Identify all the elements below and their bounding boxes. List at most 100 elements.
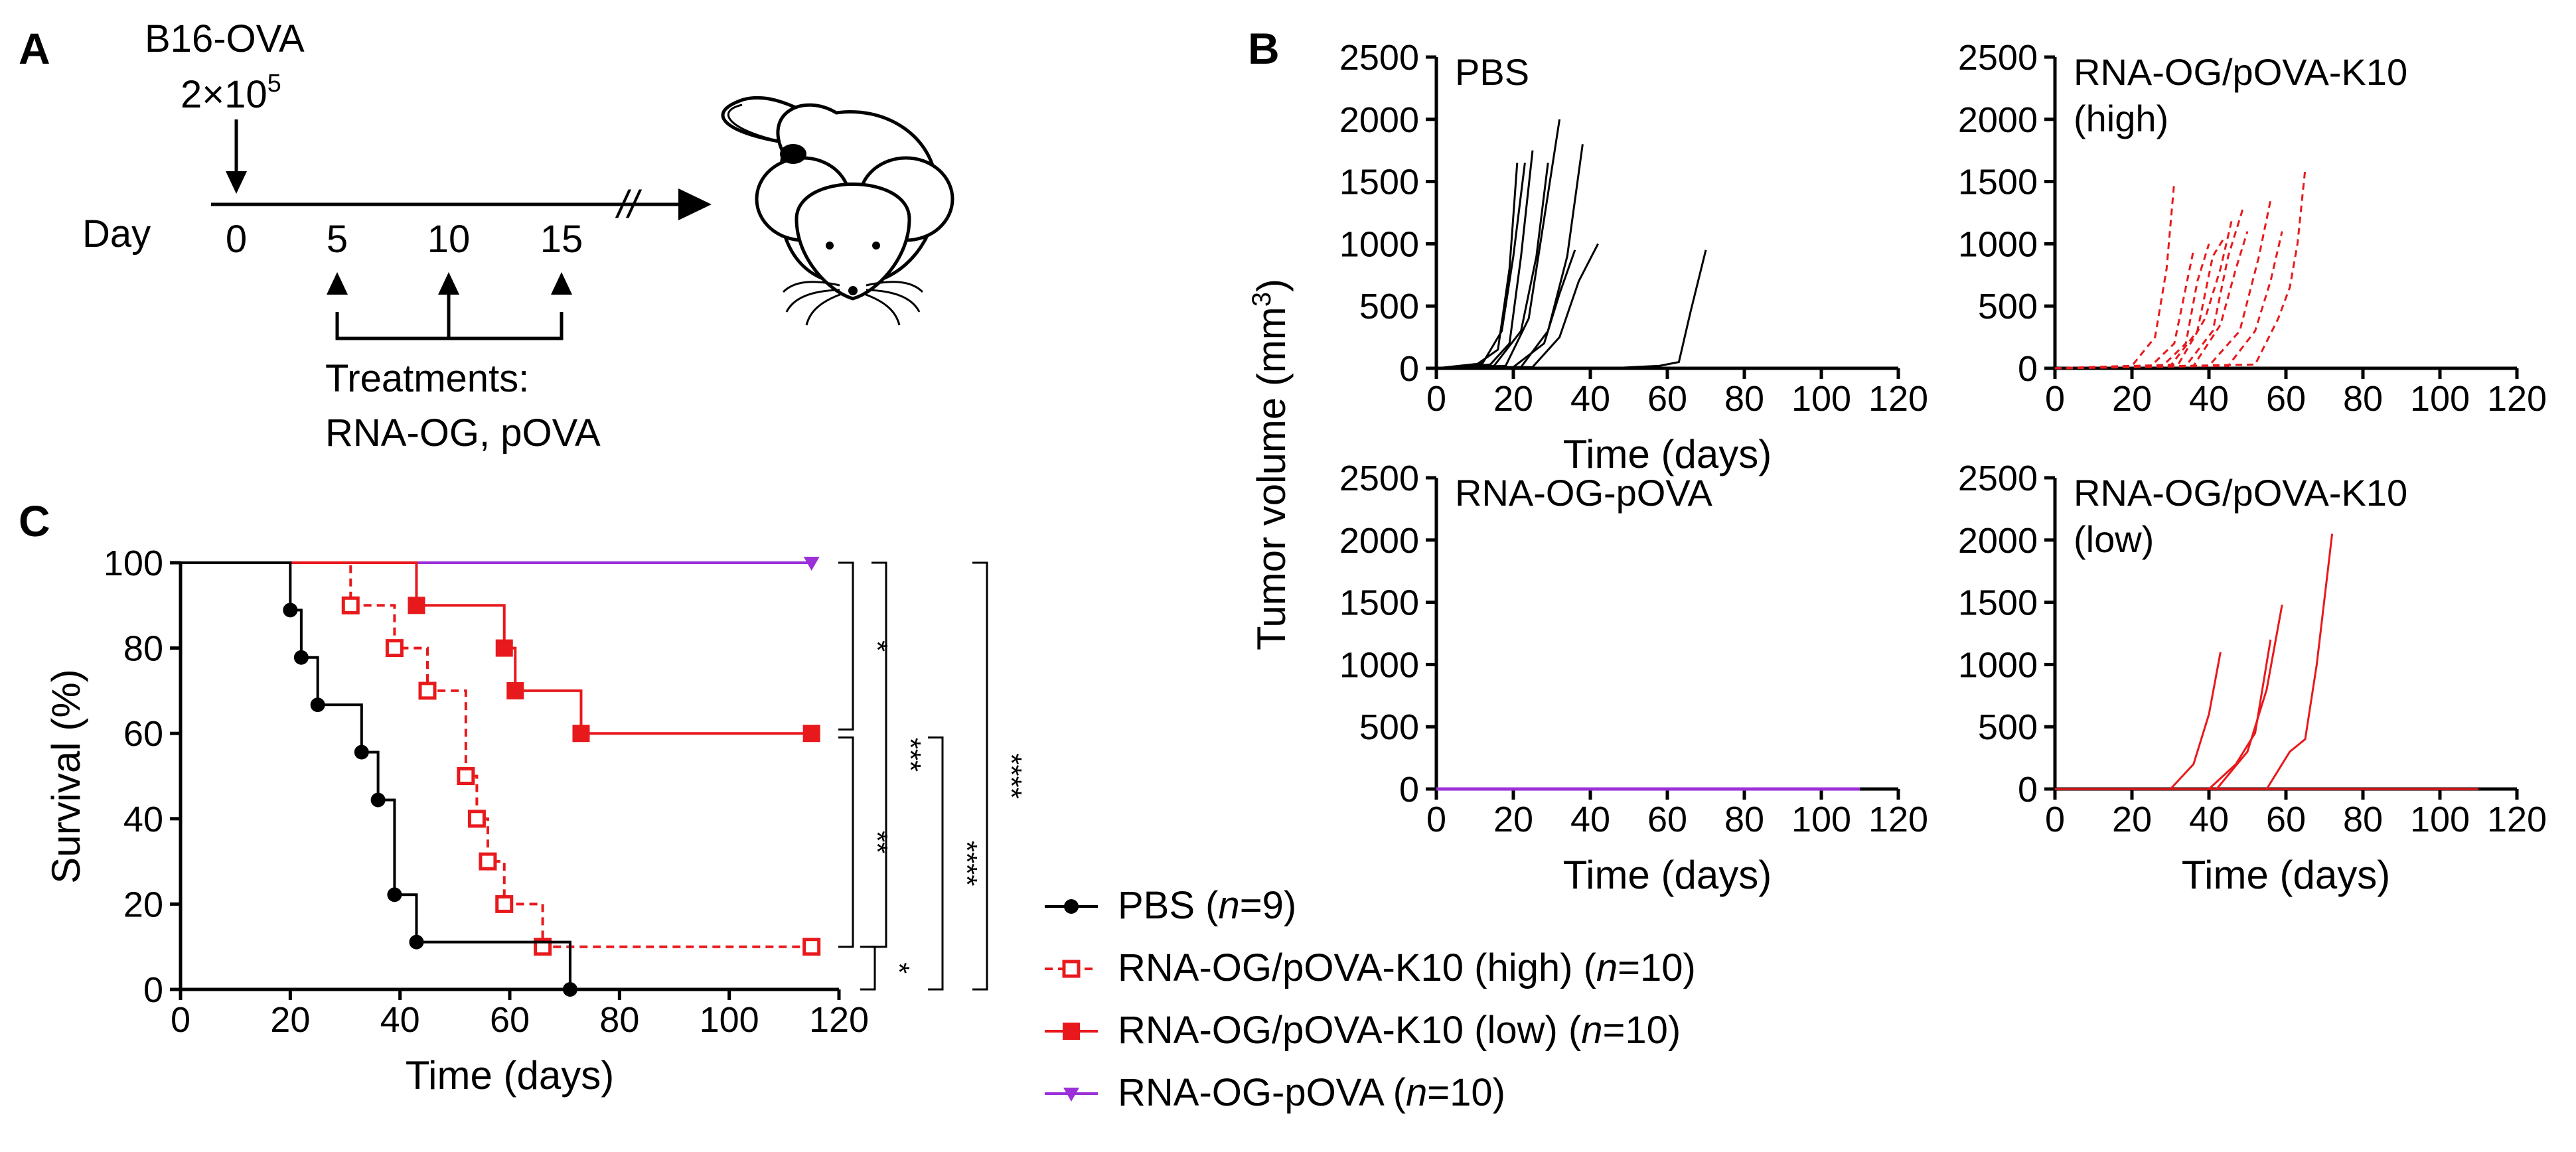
tumor-curve-m5 <box>1436 119 1561 370</box>
tumor-plot-ogpova-x-tick-label: 100 <box>1791 800 1851 839</box>
tumor-plot-low-y-tick-label: 1500 <box>1958 583 2038 623</box>
day-0: 0 <box>226 218 247 261</box>
significance-label: **** <box>995 753 1027 799</box>
tumor-plot-pbs-y-tick-label: 0 <box>1399 349 1419 389</box>
survival-point <box>387 887 402 902</box>
survival-point <box>506 682 524 699</box>
significance-bracket <box>860 946 876 991</box>
survival-series-pbs <box>181 561 577 997</box>
tumor-plot-high-y-tick-label: 1500 <box>1958 163 2038 202</box>
tumor-curve-m3 <box>2055 605 2283 790</box>
tumor-plot-ogpova-x-tick-label: 120 <box>1868 800 1928 839</box>
survival-x-tick-label: 0 <box>171 1000 190 1040</box>
tumor-plot-ogpova-x-tick-label: 40 <box>1570 800 1610 839</box>
survival-y-tick-label: 100 <box>104 543 163 583</box>
tumor-plot-ogpova-y-tick-label: 0 <box>1399 770 1419 810</box>
tumor-plot-ogpova-y-tick-label: 500 <box>1359 707 1419 747</box>
tumor-curve-m4 <box>2055 534 2334 790</box>
survival-point <box>802 938 821 956</box>
tumor-curve-m1 <box>2055 652 2222 790</box>
survival-y-tick-label: 40 <box>123 800 163 839</box>
survival-point <box>385 639 404 658</box>
survival-point <box>495 895 514 913</box>
tumor-plot-ogpova-x-tick-label: 20 <box>1493 800 1533 839</box>
significance-label: ** <box>861 831 893 853</box>
tumor-plot-pbs-y-tick-label: 1500 <box>1339 163 1419 202</box>
day-5: 5 <box>327 218 348 261</box>
survival-series-rna-og-pova-k10-low- <box>181 561 820 743</box>
day-label: Day <box>82 212 151 255</box>
x-axis-label: Time (days) <box>1563 432 1772 476</box>
treatments-list: RNA-OG, pOVA <box>325 411 601 455</box>
tumor-curve-m9 <box>2054 231 2283 370</box>
tumor-curve-m1 <box>2054 181 2176 370</box>
legend-item: PBS (n=9) <box>1045 884 1296 927</box>
tumor-plot-ogpova-x-tick-label: 80 <box>1724 800 1764 839</box>
tumor-plot-high-x-tick-label: 20 <box>2112 379 2152 419</box>
tumor-plot-high-y-tick-label: 0 <box>2018 349 2038 389</box>
tumor-plot-low-y-tick-label: 2500 <box>1958 459 2038 498</box>
survival-x-tick-label: 60 <box>490 1000 530 1040</box>
treatment-arrowhead-15 <box>551 272 572 295</box>
tumor-plot-pbs-x-tick-label: 100 <box>1791 379 1851 419</box>
survival-point <box>354 745 369 760</box>
tumor-curve-m1 <box>1436 163 1519 370</box>
survival-x-tick-label: 40 <box>380 1000 420 1040</box>
tumor-plot-pbs-y-tick-label: 2000 <box>1339 100 1419 140</box>
tumor-plot-high-x-tick-label: 0 <box>2045 379 2065 419</box>
survival-point <box>803 557 820 571</box>
legend-marker <box>1064 899 1079 914</box>
survival-x-tick-label: 100 <box>700 1000 759 1040</box>
tumor-plot-pbs-y-tick-label: 2500 <box>1339 38 1419 78</box>
tumor-plot-high: 0 20 40 60 80 100 120 0 500 1000 1500 2000 2500 RNA-O… <box>1958 38 2547 419</box>
tumor-plot-high-y-tick-label: 2000 <box>1958 100 2038 140</box>
panel-c: C 0 20 40 60 80 100 120 0 20 40 60 80 100 Survival (%… <box>19 496 1027 1098</box>
tumor-plot-ogpova-x-tick-label: 60 <box>1647 800 1687 839</box>
survival-point <box>495 639 513 657</box>
panel-c-letter: C <box>19 496 50 545</box>
significance-bracket <box>838 561 854 731</box>
tumor-plot-low-x-tick-label: 60 <box>2266 800 2306 839</box>
tumor-curve-m2 <box>2055 639 2272 790</box>
survival-x-label: Time (days) <box>406 1053 614 1098</box>
tumor-plot-ogpova-y-tick-label: 2000 <box>1339 521 1419 561</box>
survival-x-tick-label: 20 <box>270 1000 310 1040</box>
panel-b-letter: B <box>1248 24 1280 73</box>
tumor-curve-m6 <box>2054 206 2245 370</box>
tumor-plot-low-x-tick-label: 100 <box>2410 800 2470 839</box>
tumor-plot-high-x-tick-label: 60 <box>2266 379 2306 419</box>
tumor-plot-high-y-tick-label: 500 <box>1978 287 2038 326</box>
legend-item: RNA-OG/pOVA-K10 (high) (n=10) <box>1045 946 1696 989</box>
tumor-plot-high-x-tick-label: 40 <box>2189 379 2229 419</box>
plot-title-line2: (low) <box>2074 518 2154 560</box>
legend-label: RNA-OG/pOVA-K10 (low) (n=10) <box>1118 1009 1681 1052</box>
survival-y-tick-label: 20 <box>123 885 163 924</box>
tumor-plot-high-y-tick-label: 2500 <box>1958 38 2038 78</box>
tumor-plot-pbs: 0 20 40 60 80 100 120 0 500 1000 1500 2000 2500 PBS Ti… <box>1339 38 1928 476</box>
significance-label: *** <box>894 738 927 772</box>
day-15: 15 <box>540 218 583 261</box>
tumor-plot-pbs-x-tick-label: 0 <box>1426 379 1446 419</box>
mouse-icon <box>721 96 954 326</box>
survival-point <box>457 767 475 785</box>
tumor-plot-ogpova-y-tick-label: 1500 <box>1339 583 1419 623</box>
tumor-plot-pbs-y-tick-label: 1000 <box>1339 224 1419 264</box>
legend-item: RNA-OG-pOVA (n=10) <box>1045 1071 1505 1114</box>
tumor-curve-m2 <box>2054 250 2195 370</box>
survival-point <box>479 852 497 871</box>
tumor-plot-low: 0 20 40 60 80 100 120 0 500 1000 1500 2000 2500 RNA-O… <box>1958 459 2547 897</box>
plot-title: RNA-OG/pOVA-K10 <box>2074 51 2407 93</box>
survival-curve <box>181 561 812 948</box>
tumor-plot-low-x-tick-label: 0 <box>2045 800 2065 839</box>
survival-point <box>310 697 325 713</box>
survival-point <box>802 725 820 743</box>
tumor-plot-low-x-tick-label: 20 <box>2112 800 2152 839</box>
timeline-arrowhead <box>678 188 712 220</box>
legend-label: RNA-OG-pOVA (n=10) <box>1118 1071 1505 1114</box>
timeline-break: // <box>615 183 643 226</box>
survival-x-tick-label: 120 <box>809 1000 869 1040</box>
tumor-plot-pbs-x-tick-label: 80 <box>1724 379 1764 419</box>
dose-label: 2×105 <box>181 70 281 116</box>
plot-title: PBS <box>1455 51 1529 93</box>
tumor-plot-ogpova-y-tick-label: 2500 <box>1339 459 1419 498</box>
